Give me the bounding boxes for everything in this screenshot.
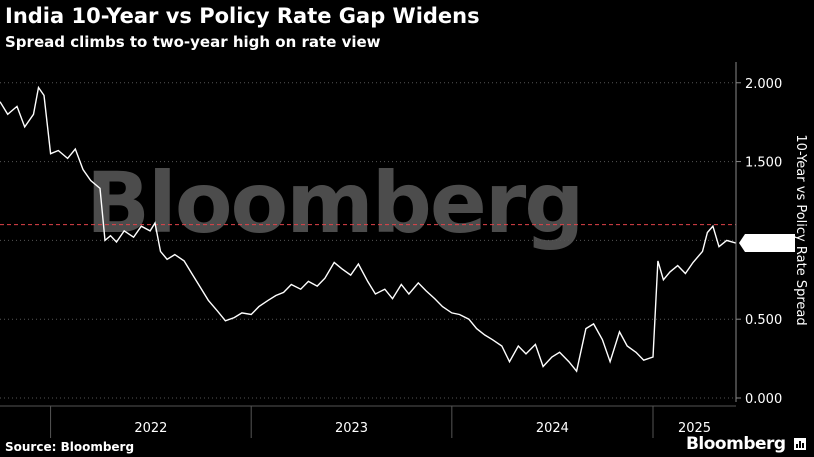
y-tick-label: 0.500 [745, 313, 782, 328]
gridlines [0, 82, 736, 399]
y-tick-label: 1.500 [745, 156, 782, 171]
x-tick-label: 2024 [536, 421, 569, 436]
chart-subtitle: Spread climbs to two-year high on rate v… [5, 33, 381, 51]
y-axis: 0.000 0.500 1.500 2.000 [735, 62, 782, 407]
x-tick-label: 2022 [134, 421, 167, 436]
x-axis: 2022 2023 2024 2025 [0, 405, 736, 438]
last-value-label: 0.983 [739, 234, 795, 253]
y-tick-label: 0.000 [745, 392, 782, 407]
chart-title: India 10-Year vs Policy Rate Gap Widens [5, 4, 480, 28]
bar-chart-icon [794, 438, 806, 450]
spread-series-line [0, 85, 737, 373]
y-axis-title: 10-Year vs Policy Rate Spread [793, 134, 808, 325]
brand-logo: Bloomberg [686, 434, 806, 454]
brand-text: Bloomberg [685, 434, 786, 454]
y-tick-label: 2.000 [745, 77, 782, 92]
last-value-text: 0.983 [748, 237, 785, 252]
x-tick-label: 2023 [335, 421, 368, 436]
watermark-text: Bloomberg [86, 154, 582, 252]
source-note: Source: Bloomberg [5, 440, 135, 454]
last-value-box [739, 234, 795, 253]
x-tick-label: 2025 [678, 421, 711, 436]
